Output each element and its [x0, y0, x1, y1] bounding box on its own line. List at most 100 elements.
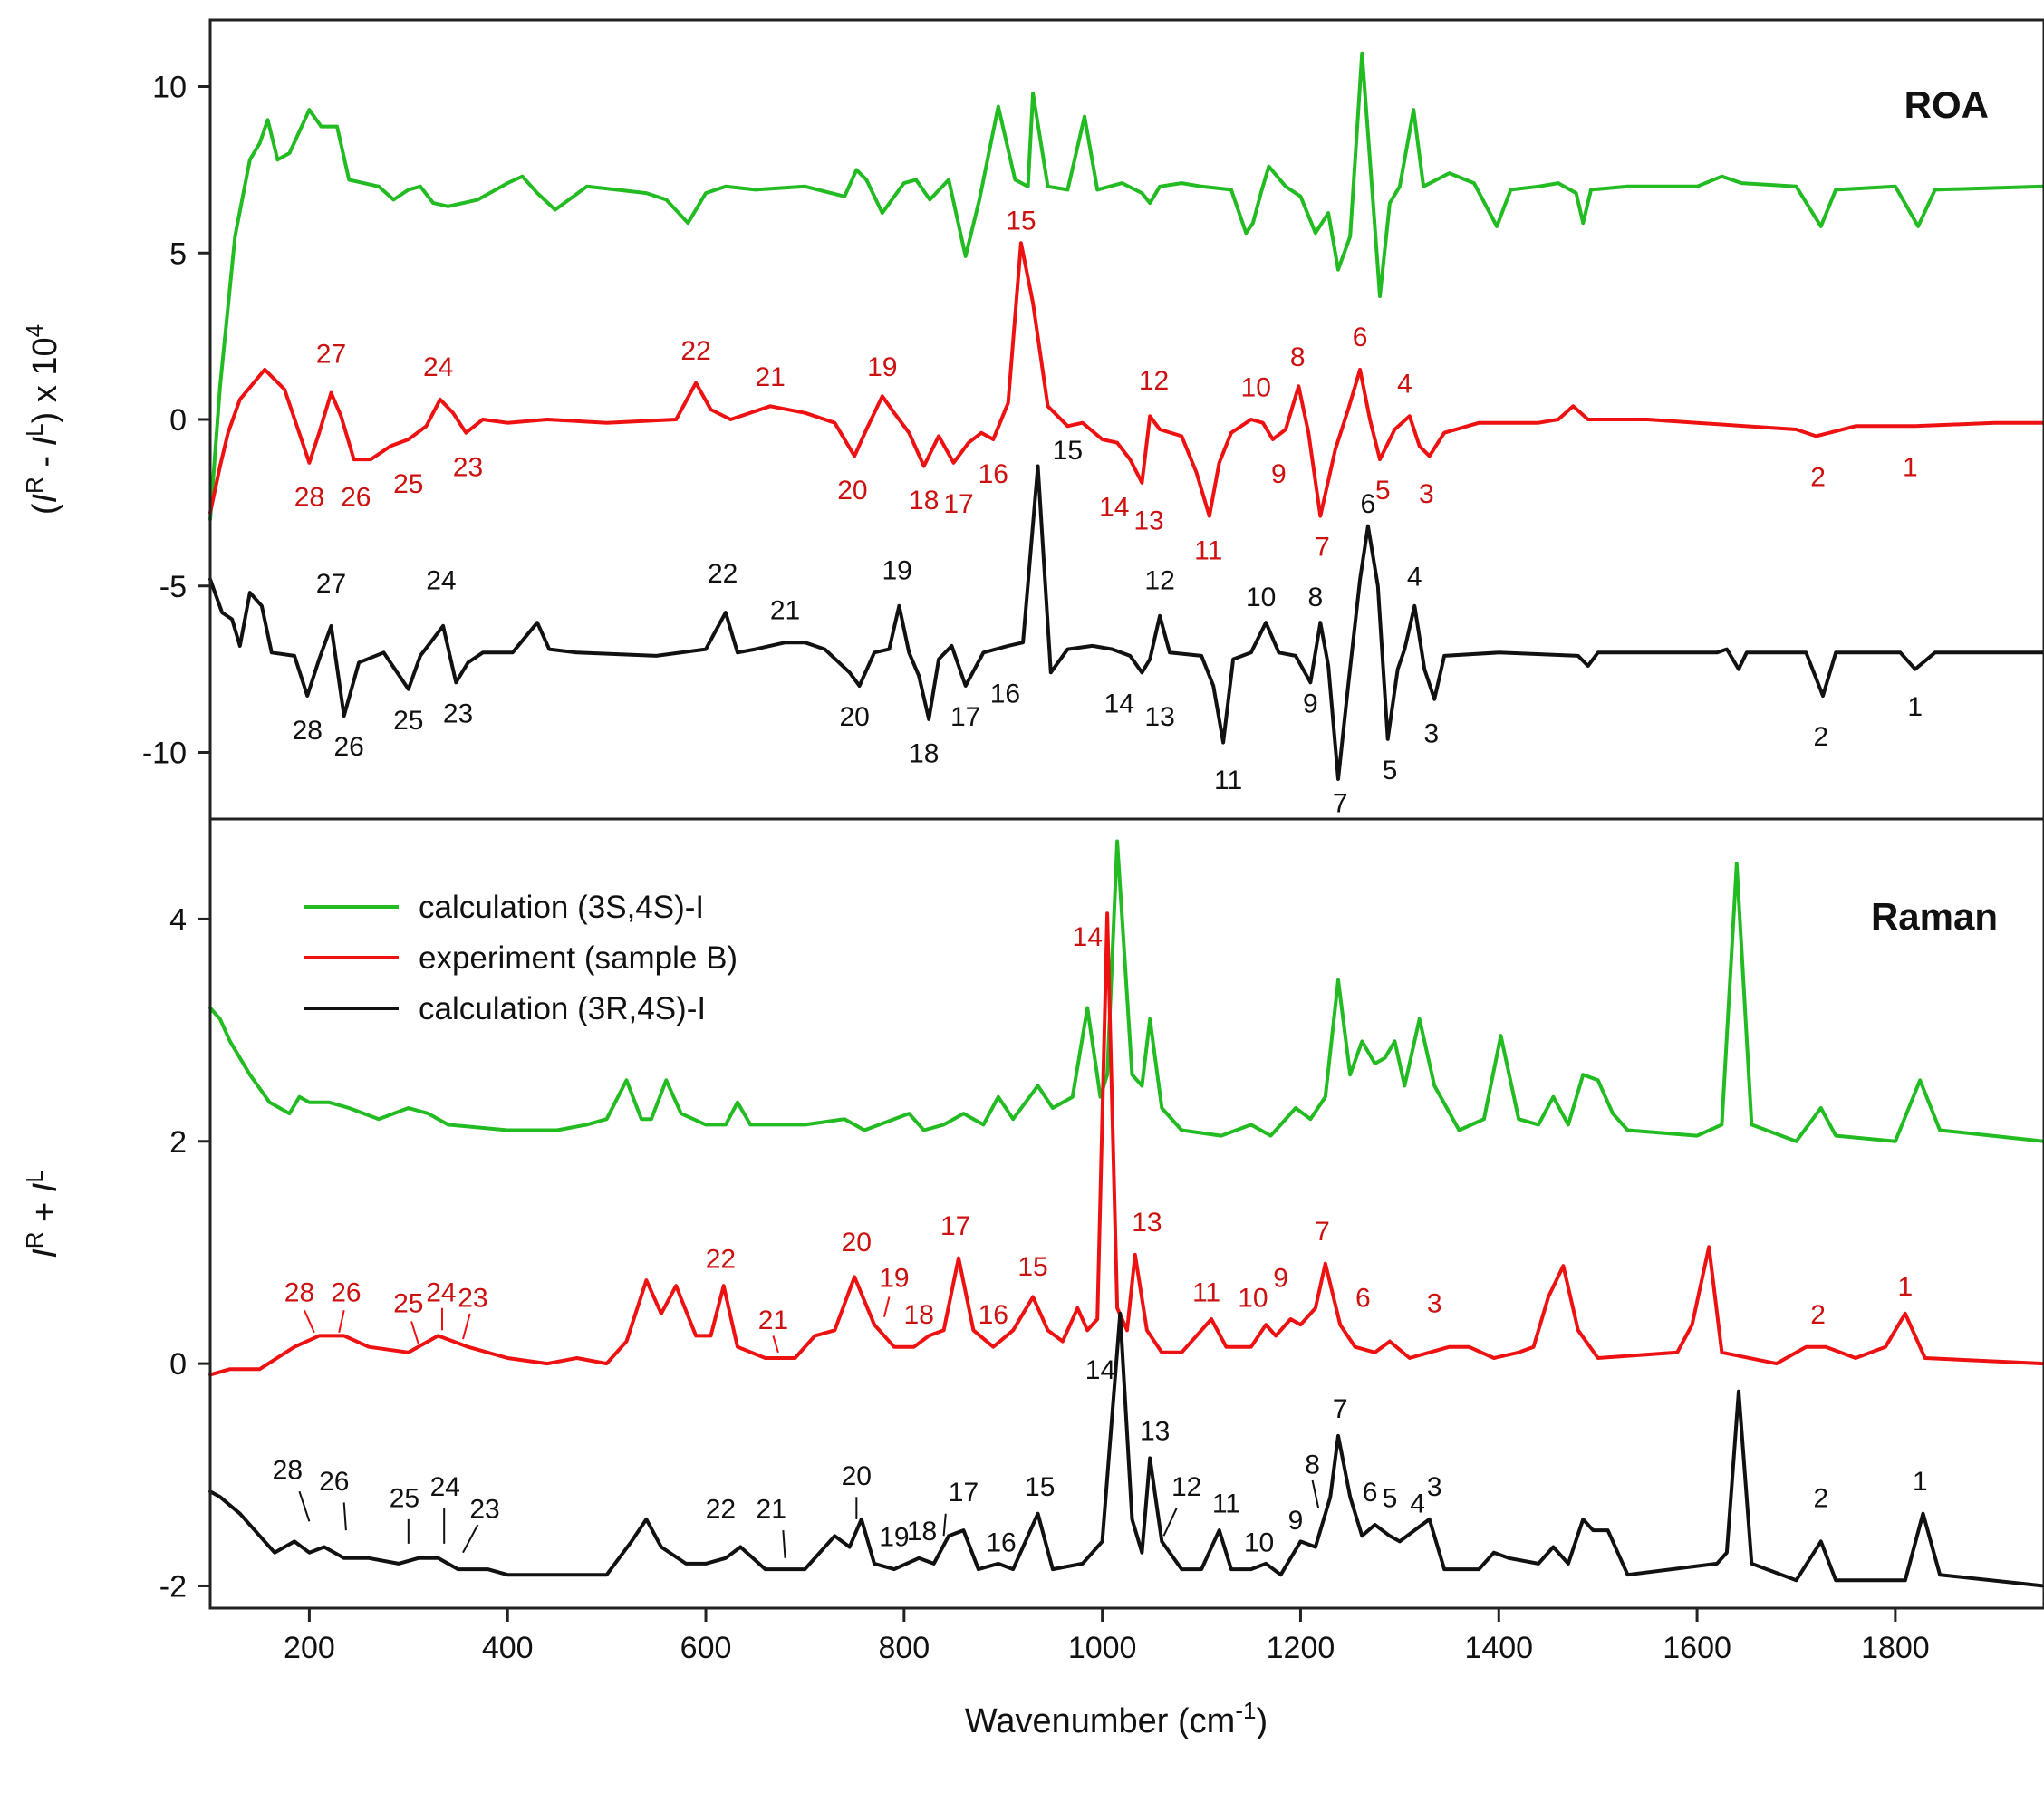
- raman-peak-label-black: 8: [1305, 1450, 1320, 1480]
- raman-peak-label-red: 10: [1238, 1284, 1268, 1314]
- roa-peak-label-black: 8: [1308, 583, 1324, 612]
- roa-peak-label-red: 19: [867, 352, 897, 382]
- raman-leader-line: [1311, 1479, 1320, 1508]
- roa-peak-label-red: 16: [979, 459, 1008, 489]
- roa-peak-label-black: 25: [393, 706, 423, 736]
- raman-peak-label-red: 9: [1273, 1263, 1288, 1293]
- roa-peak-label-black: 18: [909, 739, 939, 769]
- legend: calculation (3S,4S)-I experiment (sample…: [304, 890, 738, 1026]
- raman-leader-line: [304, 1309, 315, 1334]
- raman-leader-line: [782, 1530, 786, 1558]
- x-tick-label: 1600: [1663, 1631, 1731, 1665]
- x-tick-label: 1800: [1861, 1631, 1930, 1665]
- roa-series-red: [208, 241, 2044, 518]
- roa-peak-label-red: 25: [393, 469, 423, 499]
- roa-y-tick-label: -10: [142, 737, 187, 771]
- roa-peak-label-red: 9: [1271, 459, 1287, 489]
- raman-leader-line: [410, 1321, 419, 1344]
- x-axis-title: Wavenumber (cm-1): [965, 1697, 1268, 1740]
- roa-peak-label-black: 21: [770, 595, 800, 625]
- roa-peak-label-black: 7: [1333, 789, 1348, 819]
- raman-peak-label-black: 12: [1171, 1472, 1201, 1502]
- legend-entry-green: calculation (3S,4S)-I: [304, 890, 704, 925]
- roa-peak-label-black: 23: [443, 699, 473, 728]
- raman-series-black: [208, 1311, 2044, 1588]
- raman-peak-label-red: 1: [1897, 1272, 1913, 1302]
- raman-peak-label-red: 15: [1017, 1252, 1047, 1282]
- raman-leader-line: [462, 1524, 479, 1554]
- raman-y-tick-label: 4: [169, 902, 187, 937]
- roa-peak-label-red: 27: [316, 340, 346, 370]
- roa-y-tick-label: 0: [169, 403, 187, 438]
- x-tick-label: 600: [680, 1631, 732, 1665]
- raman-leader-line: [342, 1502, 347, 1531]
- roa-peak-label-red: 13: [1133, 506, 1163, 535]
- roa-peak-label-black: 14: [1104, 689, 1134, 718]
- roa-peak-label-black: 24: [426, 565, 456, 595]
- roa-peak-label-black: 27: [316, 569, 346, 599]
- raman-peak-label-red: 3: [1427, 1289, 1442, 1319]
- raman-peak-label-black: 11: [1212, 1489, 1240, 1518]
- raman-peak-label-red: 25: [393, 1289, 423, 1319]
- roa-series-black: [208, 464, 2044, 781]
- raman-peak-label-red: 14: [1073, 922, 1103, 952]
- raman-peak-label-black: 9: [1288, 1506, 1304, 1536]
- roa-peak-label-red: 14: [1099, 493, 1129, 523]
- roa-y-axis: 10 5 0 -5 -10: [142, 71, 210, 771]
- x-tick-label: 800: [878, 1631, 930, 1665]
- roa-curves: [208, 51, 2044, 781]
- x-tick-label: 400: [482, 1631, 534, 1665]
- raman-peak-label-red: 11: [1192, 1277, 1220, 1307]
- x-tick-label: 1400: [1464, 1631, 1533, 1665]
- roa-peak-label-red: 21: [755, 362, 785, 392]
- raman-plot-frame: [208, 817, 2044, 1610]
- roa-peak-label-black: 15: [1053, 436, 1083, 466]
- raman-peak-label-red: 28: [284, 1277, 314, 1307]
- raman-peak-label-black: 22: [706, 1495, 736, 1525]
- roa-peak-label-black: 3: [1424, 718, 1440, 748]
- raman-peak-label-black: 23: [469, 1495, 499, 1525]
- raman-y-tick-label: 0: [169, 1347, 187, 1382]
- roa-peak-label-red: 8: [1290, 342, 1306, 372]
- raman-peak-label-black: 28: [273, 1456, 303, 1486]
- roa-peak-label-black: 16: [990, 679, 1020, 708]
- roa-peak-label-red: 23: [453, 452, 483, 482]
- raman-panel-title: Raman: [1871, 895, 1998, 938]
- x-tick-label: 1000: [1068, 1631, 1137, 1665]
- roa-peak-label-red: 28: [294, 483, 324, 513]
- raman-peak-label-red: 13: [1132, 1208, 1162, 1238]
- raman-leader-line: [882, 1296, 891, 1317]
- raman-peak-label-black: 24: [430, 1472, 460, 1502]
- roa-peak-label-red: 6: [1353, 323, 1368, 352]
- roa-peak-label-red: 17: [943, 489, 973, 519]
- roa-peak-label-black: 26: [333, 732, 363, 762]
- roa-peak-label-black: 12: [1144, 565, 1174, 595]
- legend-entry-black: calculation (3R,4S)-I: [304, 991, 706, 1026]
- raman-peak-label-red: 6: [1355, 1284, 1371, 1314]
- roa-peak-label-red: 12: [1139, 366, 1169, 396]
- raman-y-tick-label: 2: [169, 1125, 187, 1160]
- raman-peak-label-black: 21: [757, 1495, 786, 1525]
- raman-peak-label-black: 16: [986, 1527, 1016, 1557]
- roa-y-tick-label: 5: [169, 236, 187, 271]
- x-tick-label: 200: [284, 1631, 335, 1665]
- roa-peak-label-red: 1: [1903, 452, 1918, 482]
- roa-peak-label-black: 6: [1361, 489, 1376, 519]
- legend-entry-red: experiment (sample B): [304, 940, 738, 976]
- roa-peak-label-red: 2: [1810, 462, 1826, 492]
- raman-leader-line: [462, 1313, 471, 1340]
- roa-peak-label-black: 28: [293, 716, 323, 746]
- roa-peak-label-black: 2: [1813, 722, 1828, 752]
- raman-peak-label-red: 26: [331, 1277, 361, 1307]
- roa-peak-label-red: 15: [1006, 207, 1036, 236]
- raman-peak-label-black: 26: [319, 1467, 349, 1497]
- raman-peak-label-red: 24: [426, 1277, 456, 1307]
- roa-peak-label-red: 18: [909, 486, 939, 516]
- roa-peak-label-red: 26: [341, 483, 371, 513]
- legend-label-red: experiment (sample B): [419, 940, 738, 976]
- raman-peak-label-black: 7: [1333, 1394, 1348, 1424]
